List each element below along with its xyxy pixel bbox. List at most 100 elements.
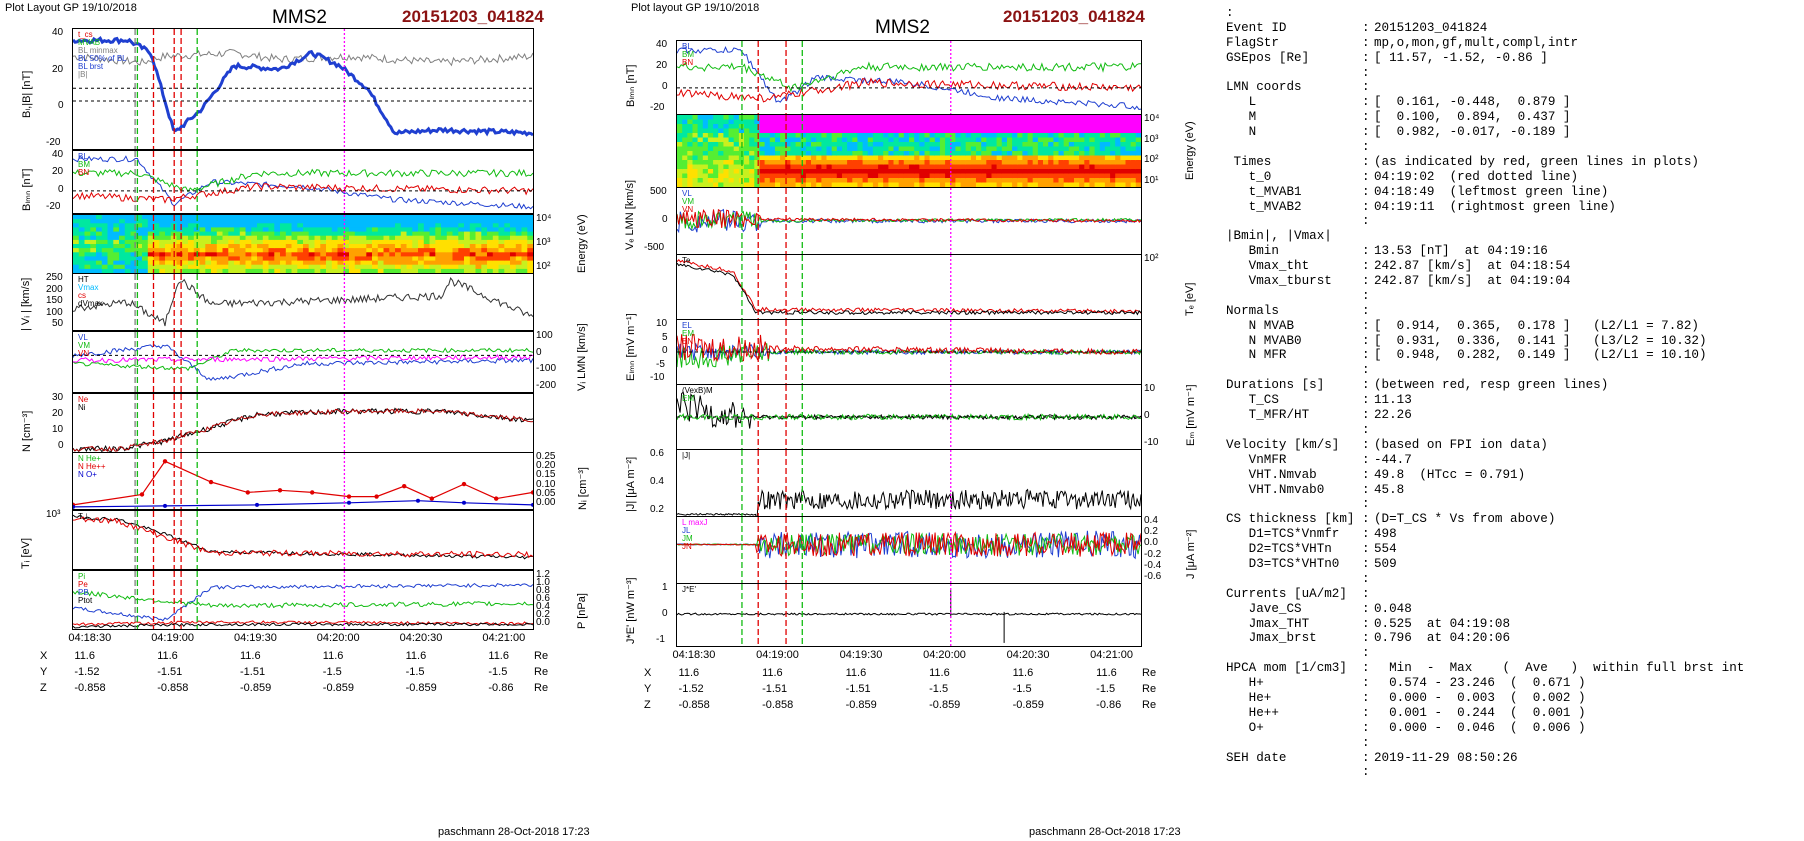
info-colon: :	[1362, 497, 1370, 512]
middle-legend-item: BL	[682, 42, 692, 51]
left-panel-3-ylabel-right: Energy (eV)	[576, 214, 588, 273]
info-row: Jave_CS:0.048	[1226, 602, 1744, 617]
Ti-par-line	[73, 516, 533, 559]
middle-time-tick: 04:20:30	[1006, 649, 1050, 661]
left-panel-6-plot	[73, 394, 533, 452]
EM-line	[677, 412, 1141, 422]
left-ytick-right: 0	[536, 346, 542, 358]
middle-pos-value: -0.859	[845, 699, 877, 711]
middle-legend-item: VL	[682, 189, 692, 198]
middle-ytick: 0	[662, 608, 668, 619]
left-legend-item: BL	[78, 152, 88, 161]
info-row: Currents [uA/m2]:	[1226, 587, 1744, 602]
left-panel-6-ylabel: N [cm⁻³]	[21, 410, 33, 452]
info-colon: :	[1362, 735, 1370, 750]
left-panel-3	[72, 214, 534, 274]
info-colon: :	[1362, 556, 1370, 571]
middle-ytick: 10	[656, 318, 668, 329]
info-value: Min - Max ( Ave ) within full brst int	[1374, 661, 1745, 676]
info-key: FlagStr	[1226, 35, 1279, 50]
left-panel-8	[72, 510, 534, 570]
middle-ytick: -1	[656, 634, 665, 645]
info-key: Event ID	[1226, 20, 1287, 35]
info-row: :	[1226, 572, 1744, 587]
middle-legend-item: Te	[682, 256, 691, 265]
info-value: 2019-11-29 08:50:26	[1374, 750, 1518, 765]
info-key: :	[1226, 6, 1234, 20]
info-key: t_MVAB2	[1226, 199, 1302, 214]
left-ytick: 10	[52, 424, 64, 435]
middle-pos-value: -0.858	[762, 699, 794, 711]
info-colon: :	[1362, 214, 1370, 229]
N-He++-marker	[461, 481, 467, 487]
BL-line	[677, 46, 1141, 111]
middle-legend-item: J*E'	[682, 585, 696, 594]
info-key: CS thickness [km]	[1226, 512, 1355, 527]
info-row: LMN coords:	[1226, 80, 1744, 95]
info-colon: :	[1362, 437, 1370, 452]
BM-line	[677, 61, 1141, 93]
info-value: (D=T_CS * Vs from above)	[1374, 512, 1556, 527]
left-ytick: 100	[46, 306, 63, 318]
info-colon: :	[1362, 169, 1370, 184]
info-key: O+	[1226, 720, 1264, 735]
middle-legend-item: JL	[682, 526, 691, 535]
left-pos-value: -1.51	[157, 666, 183, 678]
info-key: Durations [s]	[1226, 378, 1325, 393]
info-row: N MVAB: [ 0.914, 0.365, 0.178 ] (L2/L1 = …	[1226, 319, 1744, 334]
info-row: t_MVAB2:04:19:11 (rightmost green line)	[1226, 200, 1744, 215]
middle-pos-label: X	[644, 667, 652, 679]
left-legend-item: BL 50% of BL	[78, 54, 127, 63]
info-colon: :	[1362, 363, 1370, 378]
info-row: Bmin:13.53 [nT] at 04:19:16	[1226, 244, 1744, 259]
left-legend-item: HT	[78, 275, 89, 284]
left-ytick: 40	[52, 149, 64, 160]
Te-par-line	[677, 259, 1141, 315]
left-ytick: -20	[46, 201, 61, 212]
left-ytick-right: 1.2	[536, 569, 550, 580]
info-colon: :	[1362, 601, 1370, 616]
info-key: HPCA mom [1/cm3]	[1226, 661, 1347, 676]
N-He++-marker	[245, 490, 250, 495]
left-pos-unit: Re	[534, 666, 549, 678]
left-pos-value: -0.858	[157, 682, 189, 694]
middle-ytick-right: 10³	[1144, 133, 1159, 145]
left-ytick-right: -200	[536, 380, 557, 391]
info-row: H+: 0.574 - 23.246 ( 0.671 )	[1226, 676, 1744, 691]
left-time-tick: 04:18:30	[68, 632, 112, 644]
info-value: 11.13	[1374, 393, 1412, 408]
middle-legend-item: BM	[682, 50, 694, 59]
info-row: VnMFR: -44.7	[1226, 453, 1744, 468]
middle-panel-3-plot	[677, 188, 1141, 254]
middle-panel-1-plot	[677, 41, 1141, 114]
left-panel-8-ylabel: Tᵢ [eV]	[20, 537, 32, 569]
left-panel-4-plot	[73, 274, 533, 330]
middle-legend-item: VM	[682, 197, 694, 206]
middle-pos-value: 11.6	[762, 667, 783, 679]
info-colon: :	[1362, 110, 1370, 125]
info-row: N: [ 0.982, -0.017, -0.189 ]	[1226, 125, 1744, 140]
middle-pos-unit: Re	[1142, 683, 1157, 695]
left-time-tick: 04:21:00	[482, 632, 526, 644]
left-legend-item: MVAB	[78, 38, 101, 47]
middle-pos-value: 11.6	[929, 667, 950, 679]
middle-pos-value: -0.858	[678, 699, 710, 711]
left-pos-value: -0.859	[322, 682, 354, 694]
info-key: LMN coords	[1226, 80, 1302, 95]
VN-line	[73, 353, 533, 364]
left-ytick: 150	[46, 295, 63, 306]
left-ytick: 40	[52, 27, 64, 38]
info-row: :	[1226, 289, 1744, 304]
info-key: t_MVAB1	[1226, 184, 1302, 199]
left-panel-7	[72, 452, 534, 510]
info-colon: :	[1362, 571, 1370, 586]
BN-line	[677, 77, 1141, 103]
info-colon: :	[1362, 378, 1370, 393]
middle-ytick: 40	[656, 39, 668, 50]
middle-legend-item: EM	[682, 394, 694, 403]
middle-panel-3-ylabel: Vₑ LMN [km/s]	[624, 179, 636, 250]
info-row: VHT.Nmvab0:45.8	[1226, 483, 1744, 498]
left-ytick: 10³	[46, 509, 61, 520]
left-panel-9-ylabel-right: P [nPa]	[576, 593, 588, 629]
info-row: N MVAB0: [ 0.931, 0.336, 0.141 ] (L3/L2 =…	[1226, 334, 1744, 349]
